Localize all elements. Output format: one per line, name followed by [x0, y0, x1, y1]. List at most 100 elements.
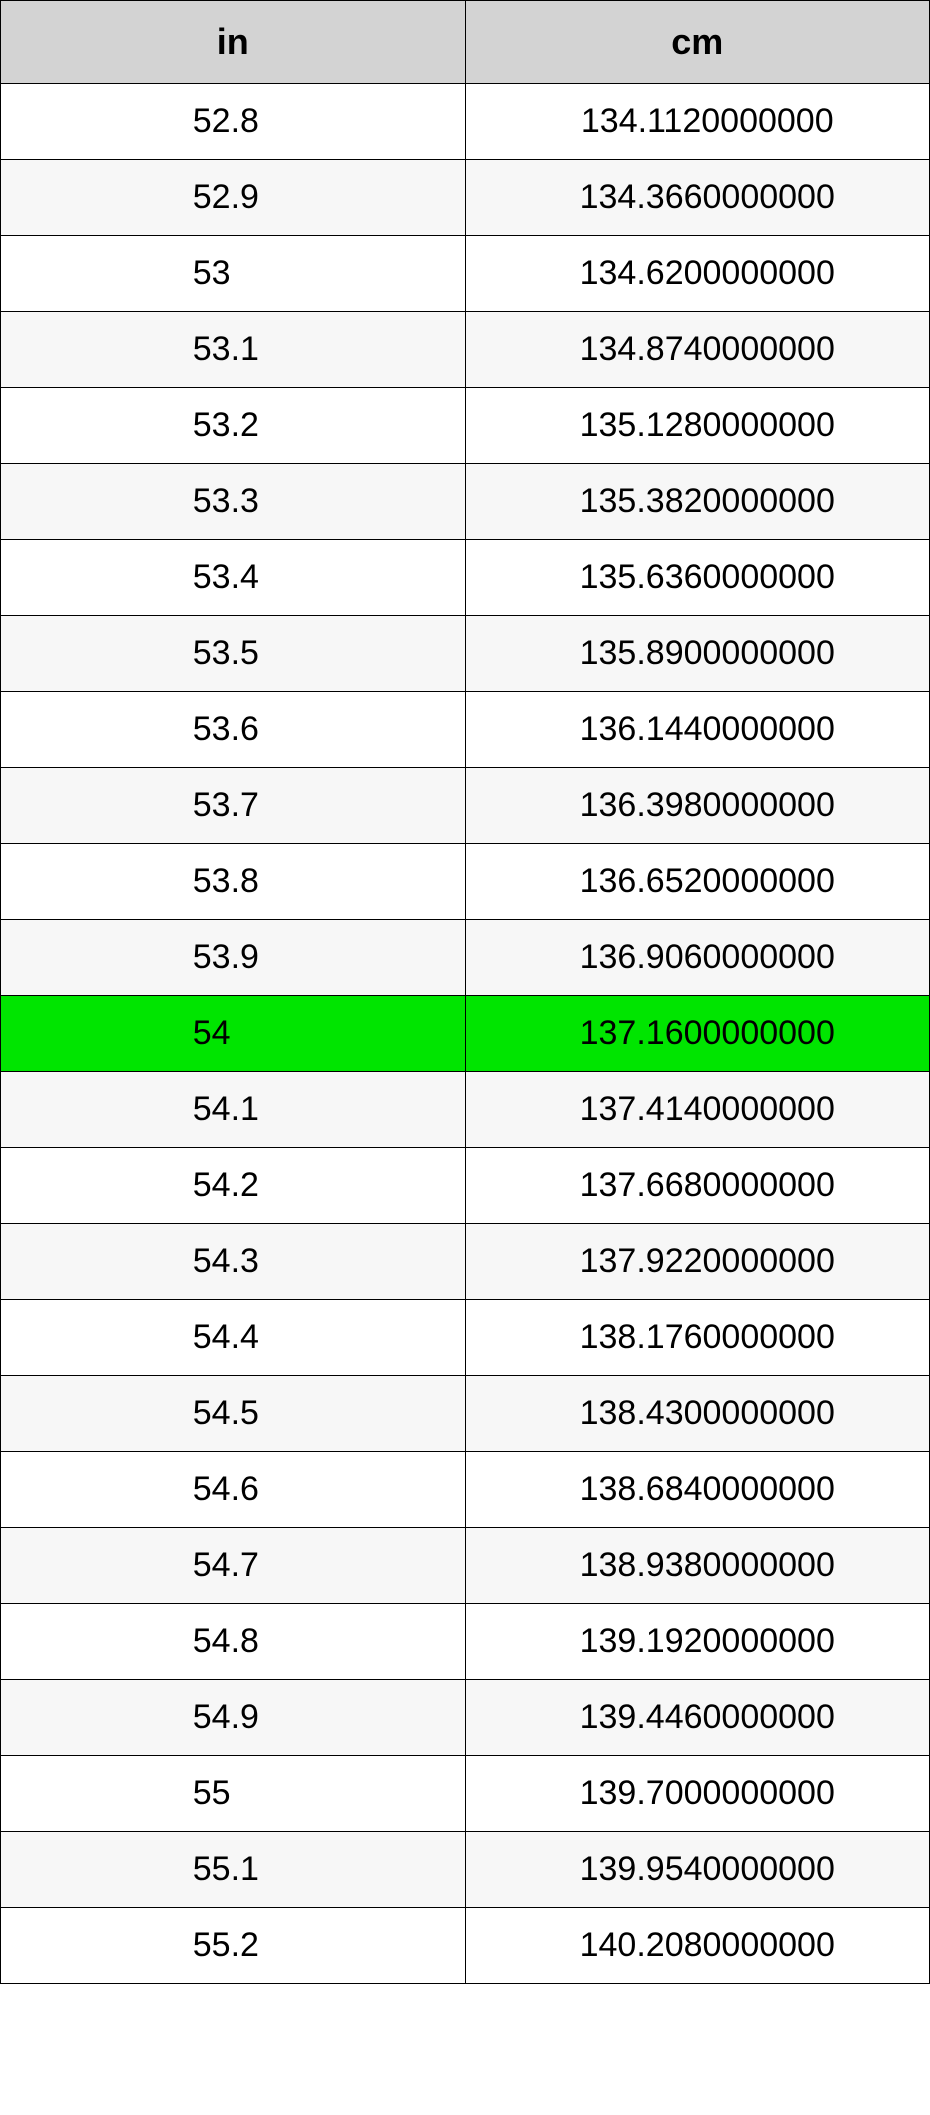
cell-cm: 135.1280000000 [465, 388, 930, 464]
value-in: 53.9 [193, 938, 273, 977]
table-row: 54.4 138.1760000000 [1, 1300, 930, 1376]
value-in: 53.4 [193, 558, 273, 597]
value-in: 53.1 [193, 330, 273, 369]
table-row: 54.9 139.4460000000 [1, 1680, 930, 1756]
cell-in: 54.5 [1, 1376, 466, 1452]
cell-cm: 137.9220000000 [465, 1224, 930, 1300]
value-in: 53.3 [193, 482, 273, 521]
cell-cm: 137.1600000000 [465, 996, 930, 1072]
table-row: 53.3 135.3820000000 [1, 464, 930, 540]
table-row: 55.1139.9540000000 [1, 1832, 930, 1908]
cell-cm: 139.1920000000 [465, 1604, 930, 1680]
cell-in: 53.5 [1, 616, 466, 692]
cell-in: 53.8 [1, 844, 466, 920]
table-row: 53.9 136.9060000000 [1, 920, 930, 996]
column-header-in: in [1, 1, 466, 84]
table-row: 53.5135.8900000000 [1, 616, 930, 692]
conversion-table: in cm 52.8 134.1120000000 52.9 134.36600000… [0, 0, 930, 1984]
value-in: 53.8 [193, 862, 273, 901]
table-row: 53.8 136.6520000000 [1, 844, 930, 920]
cell-in: 54.2 [1, 1148, 466, 1224]
value-in: 54.6 [193, 1470, 273, 1509]
cell-cm: 136.3980000000 [465, 768, 930, 844]
cell-cm: 138.6840000000 [465, 1452, 930, 1528]
table-row: 53.6136.1440000000 [1, 692, 930, 768]
table-row: 53.7 136.3980000000 [1, 768, 930, 844]
cell-cm: 134.6200000000 [465, 236, 930, 312]
value-in: 55.2 [193, 1926, 273, 1965]
value-in: 54.9 [193, 1698, 273, 1737]
value-in: 53 [193, 254, 273, 293]
value-in: 54.3 [193, 1242, 273, 1281]
cell-cm: 134.3660000000 [465, 160, 930, 236]
cell-in: 54.9 [1, 1680, 466, 1756]
cell-cm: 137.6680000000 [465, 1148, 930, 1224]
cell-in: 53.6 [1, 692, 466, 768]
cell-in: 53.9 [1, 920, 466, 996]
table-row: 55.2140.2080000000 [1, 1908, 930, 1984]
column-header-cm: cm [465, 1, 930, 84]
cell-cm: 139.4460000000 [465, 1680, 930, 1756]
cell-cm: 139.7000000000 [465, 1756, 930, 1832]
cell-in: 52.9 [1, 160, 466, 236]
value-in: 53.2 [193, 406, 273, 445]
value-in: 54.8 [193, 1622, 273, 1661]
table-row: 54.3 137.9220000000 [1, 1224, 930, 1300]
cell-in: 54 [1, 996, 466, 1072]
table-row: 54.2 137.6680000000 [1, 1148, 930, 1224]
cell-in: 53 [1, 236, 466, 312]
cell-in: 55 [1, 1756, 466, 1832]
table-body: 52.8 134.1120000000 52.9 134.3660000000 53 13… [1, 84, 930, 1984]
value-in: 53.6 [193, 710, 273, 749]
cell-in: 52.8 [1, 84, 466, 160]
table-row: 53.4 135.6360000000 [1, 540, 930, 616]
cell-in: 54.7 [1, 1528, 466, 1604]
cell-cm: 134.8740000000 [465, 312, 930, 388]
cell-in: 53.2 [1, 388, 466, 464]
value-in: 53.7 [193, 786, 273, 825]
value-in: 54.4 [193, 1318, 273, 1357]
cell-in: 53.3 [1, 464, 466, 540]
value-in: 52.9 [193, 178, 273, 217]
cell-in: 53.4 [1, 540, 466, 616]
cell-in: 55.1 [1, 1832, 466, 1908]
table-row: 54.7 138.9380000000 [1, 1528, 930, 1604]
table-row: 54.8 139.1920000000 [1, 1604, 930, 1680]
value-in: 54.7 [193, 1546, 273, 1585]
table-row: 53 134.6200000000 [1, 236, 930, 312]
cell-cm: 135.3820000000 [465, 464, 930, 540]
cell-cm: 135.8900000000 [465, 616, 930, 692]
cell-in: 53.7 [1, 768, 466, 844]
cell-cm: 138.4300000000 [465, 1376, 930, 1452]
table-row: 53.2 135.1280000000 [1, 388, 930, 464]
cell-cm: 135.6360000000 [465, 540, 930, 616]
cell-in: 54.1 [1, 1072, 466, 1148]
table-row: 52.8 134.1120000000 [1, 84, 930, 160]
cell-cm: 137.4140000000 [465, 1072, 930, 1148]
cell-cm: 134.1120000000 [465, 84, 930, 160]
cell-in: 54.4 [1, 1300, 466, 1376]
table-row: 54.1 137.4140000000 [1, 1072, 930, 1148]
cell-in: 54.3 [1, 1224, 466, 1300]
value-in: 52.8 [193, 102, 273, 141]
cell-cm: 138.9380000000 [465, 1528, 930, 1604]
table-row: 52.9 134.3660000000 [1, 160, 930, 236]
value-in: 54 [193, 1014, 273, 1053]
cell-in: 54.8 [1, 1604, 466, 1680]
value-in: 54.1 [193, 1090, 273, 1129]
cell-in: 55.2 [1, 1908, 466, 1984]
cell-cm: 138.1760000000 [465, 1300, 930, 1376]
table-header-row: in cm [1, 1, 930, 84]
value-in: 54.2 [193, 1166, 273, 1205]
cell-in: 54.6 [1, 1452, 466, 1528]
table-row: 55 139.7000000000 [1, 1756, 930, 1832]
cell-in: 53.1 [1, 312, 466, 388]
cell-cm: 136.6520000000 [465, 844, 930, 920]
table-row: 54 137.1600000000 [1, 996, 930, 1072]
value-in: 55 [193, 1774, 273, 1813]
table-row: 53.1 134.8740000000 [1, 312, 930, 388]
value-in: 54.5 [193, 1394, 273, 1433]
table-row: 54.6 138.6840000000 [1, 1452, 930, 1528]
cell-cm: 136.9060000000 [465, 920, 930, 996]
value-in: 55.1 [193, 1850, 273, 1889]
